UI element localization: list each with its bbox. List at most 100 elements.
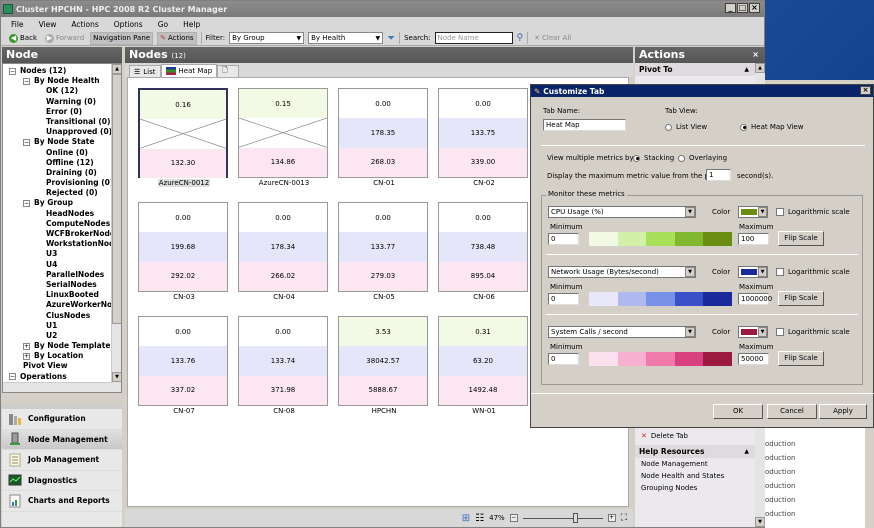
zoom-out-button[interactable]: − xyxy=(509,514,518,522)
node-tile[interactable]: 0.00 738.48 895.04 CN-06 xyxy=(438,202,530,301)
clear-all-button[interactable]: ✕ Clear All xyxy=(534,34,572,42)
menu-file[interactable]: File xyxy=(11,19,24,29)
tree-item[interactable]: Pivot View xyxy=(23,361,68,371)
pivot-to-section[interactable]: Pivot To ▲ xyxy=(635,63,755,76)
detail-view-icon[interactable]: ☷ xyxy=(475,512,485,524)
node-tile[interactable]: 0.00 178.34 266.02 CN-04 xyxy=(238,202,330,301)
node-tile[interactable]: 0.31 63.20 1492.48 WN-01 xyxy=(438,316,530,415)
heat-tile-box[interactable]: 0.00 738.48 895.04 xyxy=(438,202,528,292)
scroll-up-icon[interactable]: ▲ xyxy=(112,64,121,74)
tree-item[interactable]: − By Node Health xyxy=(23,76,100,86)
tree-item[interactable]: WCFBrokerNodes xyxy=(46,229,120,238)
node-tile[interactable]: 0.00 133.76 337.02 CN-07 xyxy=(138,316,230,415)
delete-tab-action[interactable]: ✕ Delete Tab xyxy=(641,432,688,440)
scroll-thumb[interactable] xyxy=(112,74,121,324)
nav-charts-and-reports[interactable]: Charts and Reports xyxy=(2,491,122,512)
collapse-icon[interactable]: ▲ xyxy=(744,448,749,455)
color-picker[interactable]: ▼ xyxy=(738,266,768,278)
tree-item[interactable]: Rejected (0) xyxy=(46,188,98,198)
tree-item[interactable]: OK (12) xyxy=(46,86,79,96)
collapse-icon[interactable]: ▲ xyxy=(744,66,749,73)
logarithmic-checkbox[interactable] xyxy=(776,328,784,336)
color-picker[interactable]: ▼ xyxy=(738,326,768,338)
close-actions-icon[interactable]: × xyxy=(752,50,759,59)
tree-item[interactable]: HeadNodes xyxy=(46,208,95,218)
minimum-input[interactable]: 0 xyxy=(548,353,579,365)
menu-actions[interactable]: Actions xyxy=(71,19,99,29)
tree-horizontal-scrollbar[interactable] xyxy=(3,382,113,392)
heat-tile-box[interactable]: 0.00 178.34 266.02 xyxy=(238,202,328,292)
overlaying-radio[interactable]: Overlaying xyxy=(678,154,727,162)
tree-item[interactable]: − Operations xyxy=(9,371,67,381)
heat-tile-box[interactable]: 0.15 134.86 xyxy=(238,88,328,178)
navigation-pane-button[interactable]: Navigation Pane xyxy=(90,31,154,45)
display-max-input[interactable]: 1 xyxy=(706,169,731,181)
node-tile[interactable]: 0.16 132.30 AzureCN-0012 xyxy=(138,88,230,187)
tree-item[interactable]: − By Node State xyxy=(23,137,95,147)
tree-item[interactable]: U1 xyxy=(46,320,58,330)
tree-item[interactable]: AzureWorkerNodes xyxy=(46,300,122,310)
nav-node-management[interactable]: Node Management xyxy=(2,429,122,450)
close-button[interactable]: × xyxy=(749,3,760,13)
collapse-icon[interactable]: − xyxy=(23,199,30,207)
node-tile[interactable]: 0.00 199.68 292.02 CN-03 xyxy=(138,202,230,301)
tree-item[interactable]: + By Node Template xyxy=(23,341,111,351)
zoom-slider[interactable] xyxy=(522,513,603,523)
tree-item[interactable]: Transitional (0) xyxy=(46,116,111,126)
heat-tile-box[interactable]: 0.00 133.77 279.03 xyxy=(338,202,428,292)
search-input[interactable]: Node Name xyxy=(434,32,513,44)
splitter-grip[interactable] xyxy=(2,405,122,409)
metric-select[interactable]: System Calls / second ▼ xyxy=(548,326,696,338)
menu-view[interactable]: View xyxy=(38,19,57,29)
forward-button[interactable]: ▶ Forward xyxy=(45,33,85,43)
tree-item[interactable]: U2 xyxy=(46,330,58,340)
collapse-icon[interactable]: − xyxy=(9,67,16,75)
collapse-icon[interactable]: − xyxy=(9,373,16,381)
minimum-input[interactable]: 0 xyxy=(548,233,579,245)
node-tile[interactable]: 0.00 178.35 268.03 CN-01 xyxy=(338,88,430,187)
logarithmic-checkbox[interactable] xyxy=(776,268,784,276)
tree-item[interactable]: LinuxBooted xyxy=(46,290,99,300)
tree-item[interactable]: Draining (0) xyxy=(46,167,97,177)
actions-button[interactable]: ✎ Actions xyxy=(157,31,197,45)
heat-map-view-radio[interactable]: Heat Map View xyxy=(740,123,803,131)
tree-item[interactable]: SerialNodes xyxy=(46,279,97,289)
expand-icon[interactable]: + xyxy=(23,342,30,350)
heat-tile-box[interactable]: 3.53 38042.57 5888.67 xyxy=(338,316,428,406)
slider-knob[interactable] xyxy=(572,513,578,523)
maximize-button[interactable]: □ xyxy=(737,3,748,13)
tree-item[interactable]: Offline (12) xyxy=(46,157,94,167)
zoom-in-button[interactable]: + xyxy=(607,514,616,522)
menu-go[interactable]: Go xyxy=(157,19,169,29)
tree-item[interactable]: ClusNodes xyxy=(46,310,91,320)
node-tile[interactable]: 0.00 133.77 279.03 CN-05 xyxy=(338,202,430,301)
tree-item[interactable]: + By Location xyxy=(23,351,84,361)
tree-item[interactable]: U3 xyxy=(46,249,58,259)
logarithmic-checkbox[interactable] xyxy=(776,208,784,216)
heat-tile-box[interactable]: 0.16 132.30 xyxy=(138,88,228,178)
tree-item[interactable]: − Nodes (12) xyxy=(9,66,67,75)
filter-group-select[interactable]: By Group ▼ xyxy=(229,32,305,44)
collapse-icon[interactable]: − xyxy=(23,77,30,85)
help-resources-section[interactable]: Help Resources ▲ xyxy=(635,445,755,458)
heat-tile-box[interactable]: 0.00 133.76 337.02 xyxy=(138,316,228,406)
metric-select[interactable]: Network Usage (Bytes/second) ▼ xyxy=(548,266,696,278)
scroll-up-icon[interactable]: ▲ xyxy=(755,63,765,73)
tree-item[interactable]: − By Group xyxy=(23,198,73,208)
list-view-radio[interactable]: List View xyxy=(665,123,707,131)
maximum-input[interactable]: 1000000 xyxy=(738,293,772,305)
scroll-down-icon[interactable]: ▼ xyxy=(112,372,121,382)
tree-item[interactable]: Error (0) xyxy=(46,106,83,116)
nav-configuration[interactable]: Configuration xyxy=(2,409,122,430)
tree-item[interactable]: Provisioning (0) xyxy=(46,178,114,188)
tree-item[interactable]: ParallelNodes xyxy=(46,269,105,279)
ok-button[interactable]: OK xyxy=(713,404,763,419)
dialog-close-button[interactable]: × xyxy=(860,86,871,95)
color-picker[interactable]: ▼ xyxy=(738,206,768,218)
heat-tile-box[interactable]: 0.00 133.74 371.98 xyxy=(238,316,328,406)
heat-tile-box[interactable]: 0.00 199.68 292.02 xyxy=(138,202,228,292)
collapse-icon[interactable]: − xyxy=(23,138,30,146)
maximum-input[interactable]: 100 xyxy=(738,233,769,245)
metric-select[interactable]: CPU Usage (%) ▼ xyxy=(548,206,696,218)
tree-item[interactable]: U4 xyxy=(46,259,58,269)
